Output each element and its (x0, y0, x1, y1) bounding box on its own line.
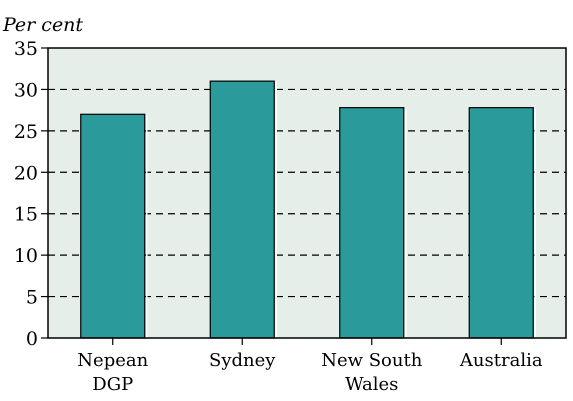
y-tick-label: 15 (14, 204, 38, 226)
bar (468, 107, 534, 339)
x-tick-label: Nepean (77, 350, 148, 371)
plot-frame (47, 47, 567, 339)
y-tick-label: 0 (26, 328, 38, 350)
y-tick-label: 30 (14, 79, 38, 101)
bar (80, 113, 146, 339)
bar (209, 80, 275, 339)
x-tick-label: Australia (459, 350, 543, 371)
x-tick-label: DGP (92, 374, 133, 395)
y-tick-label: 5 (26, 287, 38, 309)
y-tick-label: 35 (14, 38, 38, 60)
y-tick-label: 10 (14, 245, 38, 267)
y-axis-ticks: 0 5 10 15 20 25 30 35 (14, 38, 48, 350)
bar (339, 107, 405, 339)
bars (80, 80, 536, 339)
x-tick-label: New South (321, 350, 423, 371)
x-tick-label: Sydney (209, 350, 276, 371)
x-tick-label: Wales (345, 374, 398, 395)
x-axis-labels: Nepean DGP Sydney New South Wales Australia (77, 338, 543, 395)
y-tick-label: 25 (14, 121, 38, 143)
y-tick-label: 20 (14, 162, 38, 184)
y-axis-title: Per cent (2, 14, 83, 36)
